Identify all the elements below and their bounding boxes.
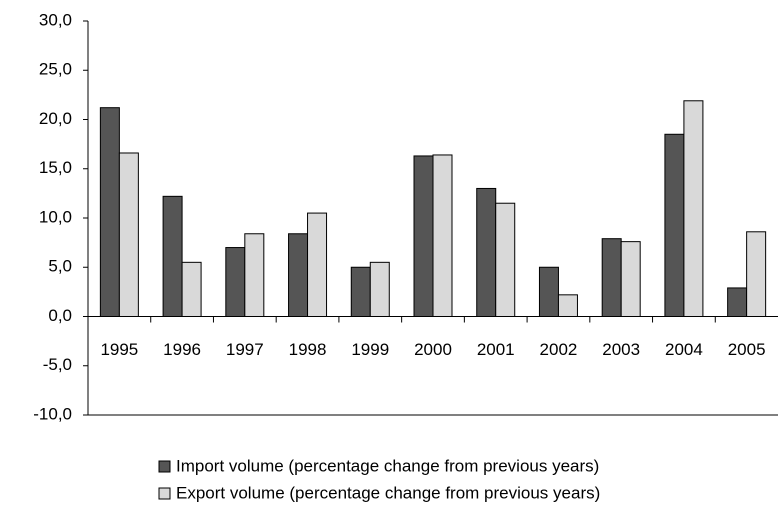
bar xyxy=(495,202,516,318)
legend-swatch xyxy=(158,460,171,473)
x-tick-label: 2003 xyxy=(602,340,640,359)
bar xyxy=(620,241,641,317)
bar xyxy=(557,294,578,317)
legend-label: Export volume (percentage change from pr… xyxy=(176,483,600,502)
bar xyxy=(601,238,622,317)
x-tick-label: 1997 xyxy=(226,340,264,359)
y-tick-label: -5,0 xyxy=(43,355,72,374)
bar xyxy=(538,266,559,317)
bar xyxy=(244,233,265,317)
bar xyxy=(288,233,309,317)
y-tick-label: 0,0 xyxy=(48,306,72,325)
bar xyxy=(369,261,390,318)
bar xyxy=(476,187,497,317)
bar xyxy=(225,247,246,317)
x-tick-label: 2000 xyxy=(414,340,452,359)
y-tick-label: 10,0 xyxy=(39,207,72,226)
x-tick-label: 2001 xyxy=(477,340,515,359)
x-tick-label: 2005 xyxy=(728,340,766,359)
legend-swatch xyxy=(158,487,171,500)
y-tick-label: 25,0 xyxy=(39,60,72,79)
x-tick-label: 1999 xyxy=(351,340,389,359)
bar xyxy=(727,287,748,317)
x-tick-label: 2004 xyxy=(665,340,703,359)
y-tick-label: -10,0 xyxy=(33,404,72,423)
bar xyxy=(413,155,434,317)
y-tick-label: 30,0 xyxy=(39,10,72,29)
bar xyxy=(432,154,453,317)
bar xyxy=(181,261,202,318)
bar xyxy=(162,195,183,317)
bar xyxy=(118,152,139,317)
y-tick-label: 15,0 xyxy=(39,158,72,177)
bar xyxy=(99,107,120,318)
x-tick-label: 2002 xyxy=(540,340,578,359)
bar xyxy=(307,212,328,317)
x-tick-label: 1996 xyxy=(163,340,201,359)
bar xyxy=(746,231,767,317)
x-tick-label: 1998 xyxy=(289,340,327,359)
x-tick-label: 1995 xyxy=(100,340,138,359)
bar xyxy=(683,100,704,317)
y-tick-label: 20,0 xyxy=(39,109,72,128)
bar xyxy=(350,266,371,317)
bar xyxy=(664,133,685,317)
y-tick-label: 5,0 xyxy=(48,257,72,276)
legend-label: Import volume (percentage change from pr… xyxy=(176,456,599,475)
